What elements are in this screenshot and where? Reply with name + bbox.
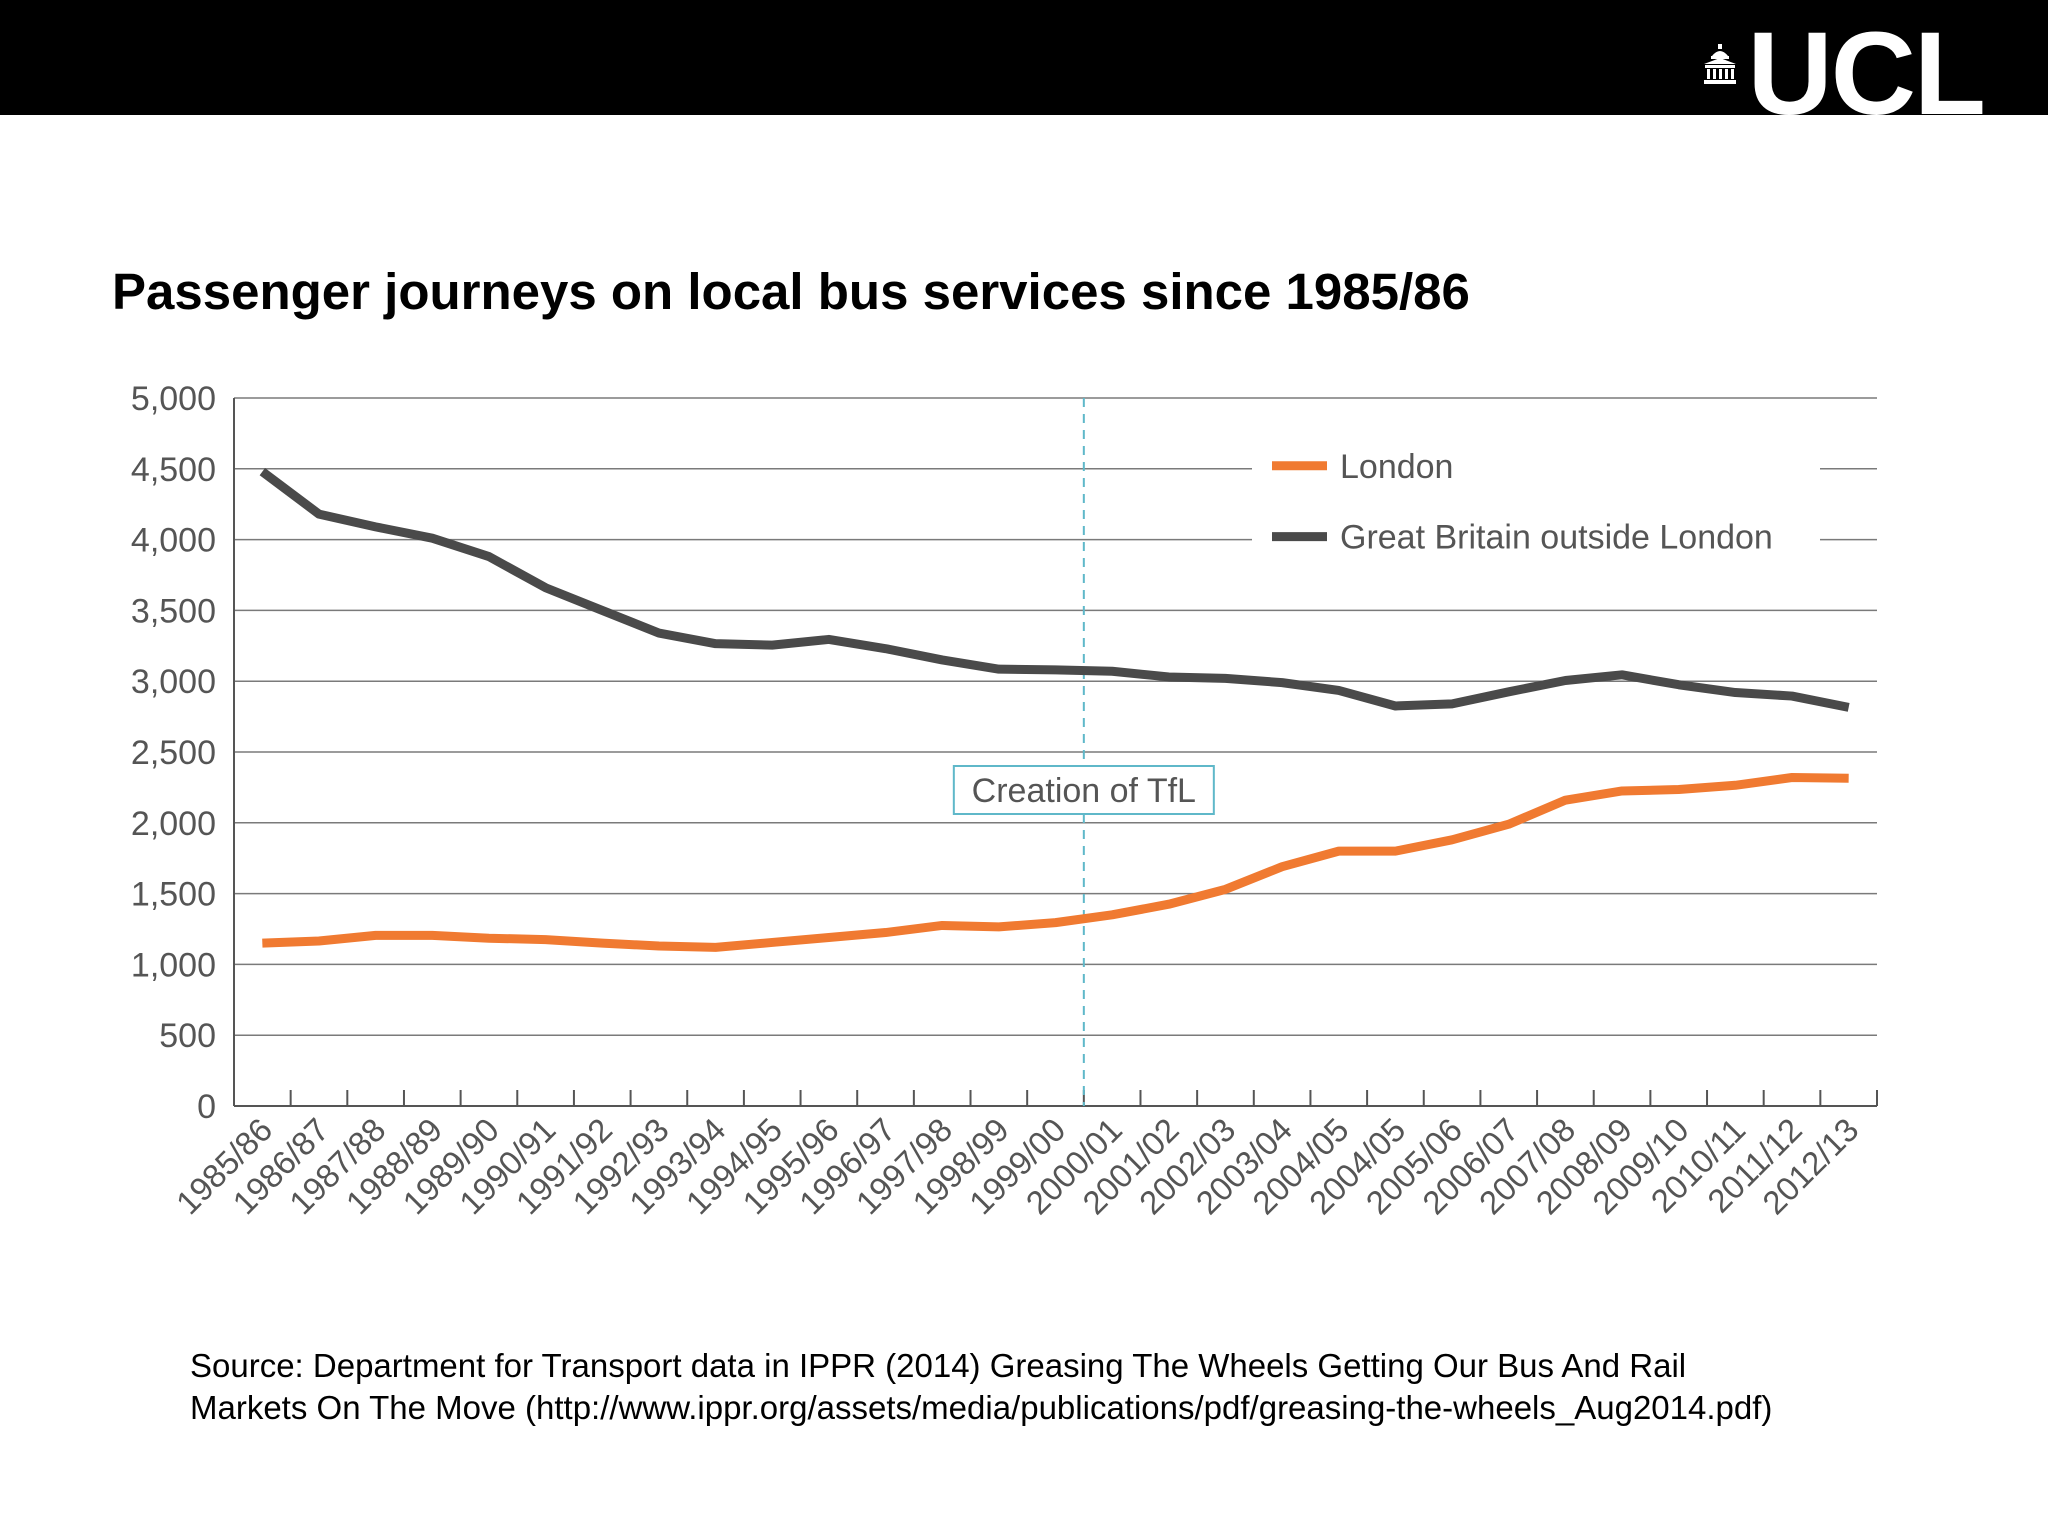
ucl-logo: UCL <box>1703 28 1984 118</box>
source-citation: Source: Department for Transport data in… <box>190 1345 1890 1429</box>
y-tick-label: 4,500 <box>131 451 216 489</box>
chart-title: Passenger journeys on local bus services… <box>112 263 1470 320</box>
y-tick-label: 1,500 <box>131 876 216 914</box>
source-line-1: Source: Department for Transport data in… <box>190 1347 1687 1384</box>
portico-icon <box>1704 44 1737 84</box>
legend-label: Great Britain outside London <box>1340 519 1773 557</box>
y-tick-label: 2,500 <box>131 734 216 772</box>
legend-label: London <box>1340 448 1453 486</box>
logo-text: UCL <box>1747 28 1984 115</box>
y-tick-label: 2,000 <box>131 805 216 843</box>
y-tick-label: 5,000 <box>131 380 216 418</box>
y-tick-label: 1,000 <box>131 946 216 984</box>
header-bar: UCL <box>0 0 2048 115</box>
y-tick-label: 0 <box>197 1088 216 1126</box>
y-tick-label: 4,000 <box>131 522 216 560</box>
annotation-label: Creation of TfL <box>972 772 1196 810</box>
y-tick-label: 3,000 <box>131 663 216 701</box>
y-tick-label: 500 <box>159 1017 216 1055</box>
y-tick-label: 3,500 <box>131 592 216 630</box>
gb-outside-london-line <box>259 468 1850 712</box>
source-line-2: Markets On The Move (http://www.ippr.org… <box>190 1389 1773 1426</box>
annotation-box <box>952 765 1215 815</box>
